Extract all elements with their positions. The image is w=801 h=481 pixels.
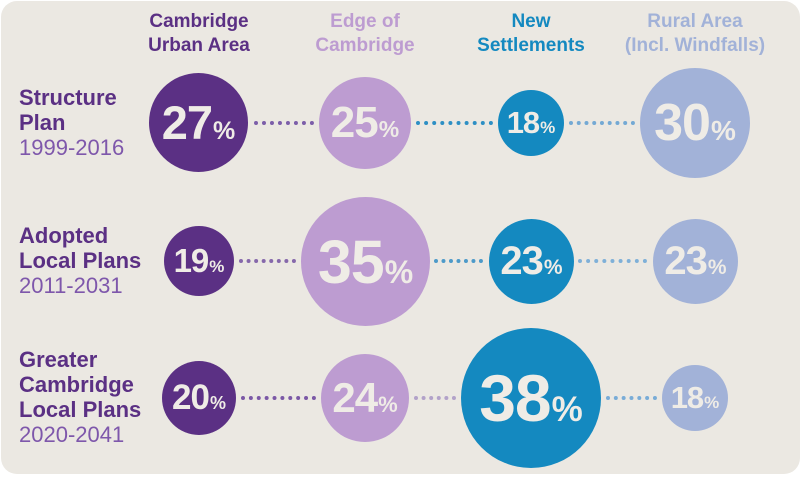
bubble-number: 25 <box>330 98 379 147</box>
bubble-number: 19 <box>173 242 210 279</box>
bubble-3-2: 24% <box>321 354 409 442</box>
row-period: 1999-2016 <box>19 135 125 160</box>
dotted-connector <box>434 259 483 263</box>
row-title-line: Structure <box>19 85 117 110</box>
column-header-1: Cambridge Urban Area <box>148 10 250 58</box>
bubble-number: 30 <box>654 94 711 152</box>
bubble-1-4: 30% <box>640 68 750 178</box>
bubble-percent-sign: % <box>378 116 400 142</box>
column-header-4: Rural Area (Incl. Windfalls) <box>625 10 765 58</box>
bubble-1-3: 18% <box>498 90 564 156</box>
bubble-number: 18 <box>670 380 704 415</box>
row-title-line: Cambridge <box>19 372 134 397</box>
bubble-value: 35% <box>318 227 413 297</box>
bubble-value: 27% <box>162 95 236 150</box>
bubble-percent-sign: % <box>209 257 225 276</box>
column-header-3: New Settlements <box>477 10 585 58</box>
bubble-2-4: 23% <box>653 219 738 304</box>
bubble-percent-sign: % <box>384 253 414 290</box>
bubble-percent-sign: % <box>543 256 563 279</box>
bubble-1-1: 27% <box>149 73 248 172</box>
column-header-line: Settlements <box>477 35 585 56</box>
column-header-line: Cambridge <box>315 35 415 56</box>
bubble-3-4: 18% <box>662 365 728 431</box>
bubble-percent-sign: % <box>707 256 727 279</box>
row-period: 2011-2031 <box>19 273 123 298</box>
column-header-line: Cambridge <box>149 11 249 32</box>
bubble-value: 20% <box>172 378 226 418</box>
row-label-2: Adopted Local Plans 2011-2031 <box>19 223 141 298</box>
bubble-number: 23 <box>664 239 707 283</box>
dotted-connector <box>569 121 635 125</box>
dotted-connector <box>239 259 296 263</box>
column-header-2: Edge of Cambridge <box>315 10 414 58</box>
row-title-line: Greater <box>19 347 98 372</box>
bubble-value: 18% <box>671 380 720 416</box>
bubble-value: 23% <box>664 239 726 284</box>
bubble-value: 38% <box>479 360 583 436</box>
dotted-connector <box>416 121 493 125</box>
bubble-number: 18 <box>506 105 540 140</box>
bubble-percent-sign: % <box>378 392 398 417</box>
bubble-number: 24 <box>332 374 378 421</box>
column-header-line: Edge of <box>330 11 400 32</box>
bubble-number: 38 <box>479 361 551 435</box>
bubble-1-2: 25% <box>319 77 411 169</box>
row-label-3: Greater Cambridge Local Plans 2020-2041 <box>19 347 141 447</box>
column-header-line: Urban Area <box>148 35 250 56</box>
bubble-percent-sign: % <box>710 115 736 146</box>
bubble-3-3: 38% <box>461 328 601 468</box>
bubble-value: 24% <box>332 374 397 422</box>
bubble-percent-sign: % <box>209 393 226 413</box>
bubble-2-1: 19% <box>164 226 234 296</box>
row-label-1: Structure Plan 1999-2016 <box>19 85 124 160</box>
bubble-percent-sign: % <box>213 117 236 145</box>
row-title-line: Local Plans <box>19 397 142 422</box>
bubble-value: 23% <box>500 239 562 284</box>
dotted-connector <box>606 396 657 400</box>
bubble-percent-sign: % <box>704 393 720 412</box>
bubble-3-1: 20% <box>162 361 236 435</box>
dotted-connector <box>414 396 456 400</box>
bubble-number: 20 <box>172 378 210 417</box>
column-header-line: New <box>511 11 551 32</box>
dotted-connector <box>241 396 316 400</box>
column-header-line: (Incl. Windfalls) <box>624 35 766 56</box>
row-title-line: Plan <box>19 110 66 135</box>
row-title-line: Local Plans <box>19 248 142 273</box>
bubble-percent-sign: % <box>551 390 583 429</box>
bubble-2-3: 23% <box>489 219 574 304</box>
bubble-value: 30% <box>654 93 736 153</box>
bubble-value: 18% <box>507 105 556 141</box>
dotted-connector <box>578 259 647 263</box>
bubble-number: 23 <box>500 239 543 283</box>
bubble-2-2: 35% <box>301 197 430 326</box>
bubble-value: 19% <box>174 242 225 280</box>
row-period: 2020-2041 <box>19 422 125 447</box>
dotted-connector <box>254 121 314 125</box>
bubble-number: 35 <box>317 227 385 296</box>
bubble-number: 27 <box>161 96 213 149</box>
bubble-value: 25% <box>331 98 399 148</box>
bubble-percent-sign: % <box>540 118 556 137</box>
row-title-line: Adopted <box>19 223 109 248</box>
column-header-line: Rural Area <box>647 11 743 32</box>
